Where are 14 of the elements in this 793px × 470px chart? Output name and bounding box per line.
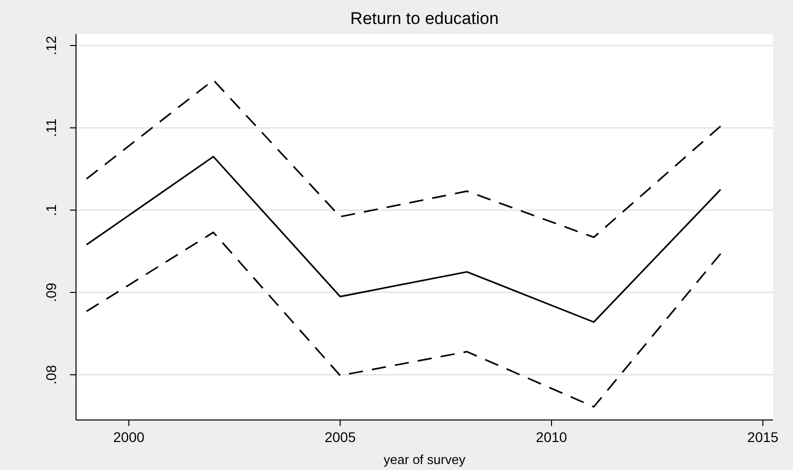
- x-tick-label: 2010: [536, 429, 568, 445]
- chart-title: Return to education: [350, 9, 499, 28]
- line-series: [86, 79, 722, 238]
- y-tick-label: .11: [43, 118, 59, 138]
- x-tick-label: 2015: [747, 429, 779, 445]
- y-tick-label: .12: [43, 36, 59, 56]
- x-axis-title: year of survey: [384, 452, 466, 467]
- x-tick-label: 2005: [324, 429, 356, 445]
- line-series: [86, 156, 722, 323]
- y-tick-label: .09: [43, 282, 59, 302]
- y-tick-label: .1: [43, 204, 59, 216]
- x-tick-label: 2000: [113, 429, 145, 445]
- line-series: [86, 232, 722, 408]
- y-tick-label: .08: [43, 364, 59, 384]
